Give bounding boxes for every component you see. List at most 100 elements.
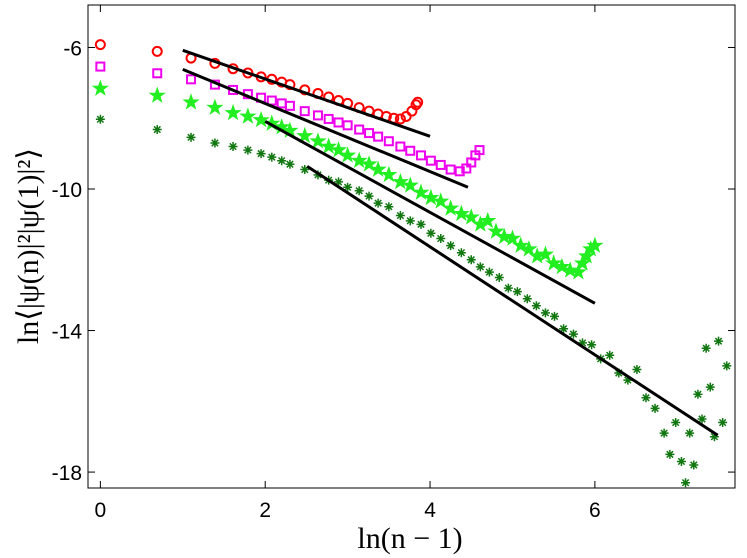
point	[701, 343, 711, 353]
point	[709, 432, 719, 442]
point	[299, 106, 310, 117]
point	[152, 68, 163, 79]
point	[632, 364, 642, 374]
point	[350, 151, 368, 168]
point	[252, 110, 270, 128]
point	[487, 222, 505, 239]
point	[422, 188, 440, 206]
point	[329, 141, 348, 158]
point	[206, 98, 224, 115]
point	[474, 145, 485, 156]
point	[614, 368, 624, 378]
point	[309, 132, 327, 149]
point	[681, 478, 691, 488]
y-tick-label: -6	[63, 37, 82, 60]
y-tick-label: -18	[52, 462, 82, 485]
point	[578, 338, 588, 348]
point	[148, 86, 166, 103]
point	[383, 136, 394, 147]
point	[540, 308, 550, 318]
point	[425, 155, 436, 166]
point	[697, 414, 707, 424]
point	[296, 126, 314, 144]
x-axis-label: ln(n − 1)	[357, 522, 462, 555]
point	[623, 375, 633, 385]
point	[714, 336, 724, 346]
point	[462, 208, 480, 225]
point	[512, 287, 522, 297]
point	[300, 165, 310, 175]
point	[503, 283, 513, 293]
point	[718, 418, 728, 428]
point	[545, 254, 563, 271]
point	[228, 142, 238, 152]
point	[380, 165, 398, 183]
point	[412, 183, 430, 200]
point	[342, 120, 353, 131]
point	[354, 124, 365, 135]
point	[256, 149, 266, 159]
point	[339, 146, 357, 163]
point	[266, 95, 277, 106]
point	[267, 152, 277, 162]
point	[442, 199, 460, 216]
point	[95, 61, 106, 72]
point	[320, 137, 338, 154]
point	[405, 216, 415, 226]
point	[495, 227, 513, 245]
point	[446, 241, 456, 251]
y-axis-label: ln⟨|ψ(n)|²|ψ(1)|²⟩	[12, 148, 45, 344]
point	[384, 202, 394, 212]
point	[671, 418, 681, 428]
point	[553, 257, 571, 275]
point	[334, 177, 344, 187]
point	[354, 186, 364, 196]
point	[239, 107, 257, 124]
point	[369, 160, 387, 177]
point	[503, 229, 522, 246]
point	[445, 164, 456, 175]
point	[360, 155, 378, 172]
point	[415, 150, 426, 161]
point	[186, 132, 196, 142]
point	[561, 261, 579, 278]
point	[152, 125, 162, 135]
point	[243, 145, 253, 155]
point	[333, 117, 344, 128]
point	[401, 176, 419, 193]
point	[395, 141, 406, 152]
point	[475, 262, 485, 272]
point	[568, 329, 578, 339]
point	[641, 393, 651, 403]
point	[466, 255, 476, 265]
point	[689, 460, 699, 470]
point	[182, 93, 200, 110]
point	[416, 219, 426, 229]
point	[659, 428, 669, 438]
point	[394, 113, 406, 125]
point	[432, 192, 450, 209]
point	[665, 449, 675, 459]
point	[284, 100, 295, 111]
x-tick-label: 6	[589, 499, 601, 522]
point	[559, 324, 569, 334]
point	[364, 128, 375, 139]
point	[436, 234, 446, 244]
point	[676, 456, 686, 466]
point	[452, 204, 470, 222]
point	[405, 145, 416, 156]
point	[224, 103, 242, 121]
x-tick-label: 2	[259, 499, 271, 522]
plot-frame	[87, 4, 736, 489]
point	[494, 272, 504, 282]
point	[373, 131, 384, 142]
point	[605, 350, 615, 360]
point	[210, 138, 220, 148]
point	[550, 311, 559, 321]
point	[94, 39, 106, 51]
point	[151, 45, 163, 57]
point	[520, 240, 538, 257]
point	[312, 110, 323, 121]
point	[586, 236, 604, 253]
